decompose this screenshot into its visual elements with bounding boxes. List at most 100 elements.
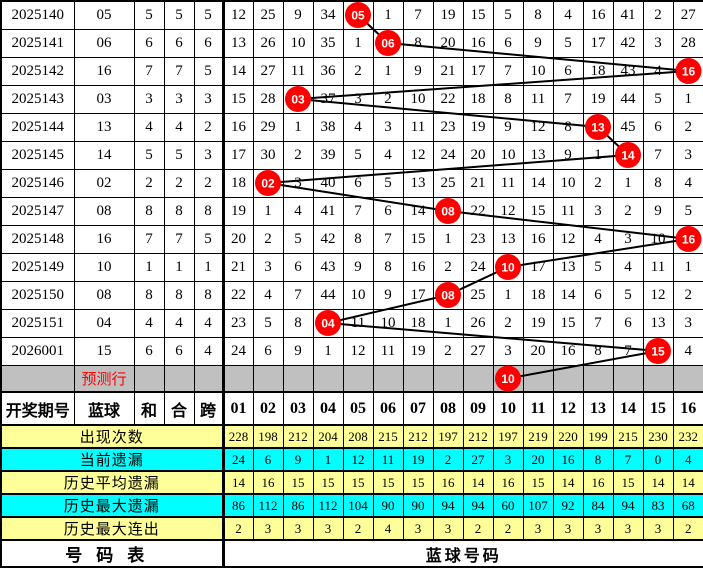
omission-cell: 10 bbox=[552, 168, 584, 198]
span-cell: 1 bbox=[193, 252, 224, 282]
omission-cell: 21 bbox=[432, 56, 464, 86]
prediction-span-cell bbox=[193, 364, 224, 393]
omission-cell: 9 bbox=[402, 56, 434, 86]
omission-cell: 36 bbox=[312, 56, 344, 86]
stats-value-cell: 104 bbox=[342, 493, 374, 518]
blue-ball-cell: 04 bbox=[73, 308, 135, 338]
sum-cell: 8 bbox=[133, 196, 165, 226]
period-cell: 2025141 bbox=[0, 28, 75, 58]
omission-cell: 42 bbox=[612, 28, 644, 58]
sum-cell: 5 bbox=[133, 0, 165, 30]
omission-cell: 2 bbox=[342, 56, 374, 86]
omission-cell: 1 bbox=[672, 252, 703, 282]
he-cell: 1 bbox=[163, 252, 195, 282]
omission-cell: 1 bbox=[372, 56, 404, 86]
stats-label: 历史平均遗漏 bbox=[0, 470, 224, 495]
span-cell: 4 bbox=[193, 308, 224, 338]
draw-row-2025143: 2025143 03 3 3 3 15 28 37 3 2 10 22 18 8 11 7 19 44 5 1 bbox=[0, 84, 703, 114]
stats-value-cell: 204 bbox=[312, 424, 344, 449]
omission-cell: 16 bbox=[402, 252, 434, 282]
omission-cell: 2 bbox=[372, 84, 404, 114]
omission-cell: 19 bbox=[432, 0, 464, 30]
sum-cell: 5 bbox=[133, 140, 165, 170]
omission-cell: 39 bbox=[312, 140, 344, 170]
omission-cell: 4 bbox=[672, 168, 703, 198]
stats-row: 历史最大连出 2 3 3 3 2 4 3 3 2 2 3 3 3 3 3 2 bbox=[0, 516, 703, 541]
span-cell: 8 bbox=[193, 280, 224, 310]
omission-cell: 12 bbox=[342, 336, 374, 366]
prediction-grid-cell bbox=[221, 364, 254, 393]
omission-cell: 6 bbox=[612, 308, 644, 338]
omission-cell: 9 bbox=[522, 28, 554, 58]
omission-cell: 21 bbox=[221, 252, 254, 282]
omission-cell: 7 bbox=[582, 308, 614, 338]
omission-cell: 9 bbox=[342, 252, 374, 282]
omission-cell: 6 bbox=[642, 112, 674, 142]
period-cell: 2026001 bbox=[0, 336, 75, 366]
ball-column-header: 03 bbox=[282, 391, 314, 426]
omission-cell: 24 bbox=[221, 336, 254, 366]
stats-value-cell: 86 bbox=[221, 493, 254, 518]
omission-cell: 9 bbox=[642, 196, 674, 226]
prediction-row: 预测行 bbox=[0, 364, 703, 393]
stats-value-cell: 94 bbox=[612, 493, 644, 518]
sum-cell: 4 bbox=[133, 112, 165, 142]
omission-cell: 2 bbox=[582, 168, 614, 198]
omission-cell: 1 bbox=[492, 280, 524, 310]
omission-cell bbox=[612, 140, 644, 170]
omission-cell: 23 bbox=[462, 224, 494, 254]
draw-row-2025147: 2025147 08 8 8 8 19 1 4 41 7 6 14 22 12 15 11 3 2 9 5 bbox=[0, 196, 703, 226]
stats-value-cell: 83 bbox=[642, 493, 674, 518]
stats-value-cell: 2 bbox=[342, 516, 374, 541]
omission-cell: 19 bbox=[402, 336, 434, 366]
prediction-grid-cell bbox=[432, 364, 464, 393]
stats-label: 历史最大连出 bbox=[0, 516, 224, 541]
stats-value-cell: 2 bbox=[462, 516, 494, 541]
omission-cell: 43 bbox=[612, 56, 644, 86]
omission-cell: 34 bbox=[312, 0, 344, 30]
stats-value-cell: 3 bbox=[552, 516, 584, 541]
stats-value-cell: 4 bbox=[372, 516, 404, 541]
omission-cell: 38 bbox=[312, 112, 344, 142]
stats-value-cell: 7 bbox=[612, 447, 644, 472]
omission-cell: 4 bbox=[252, 280, 284, 310]
omission-cell: 15 bbox=[221, 84, 254, 114]
ball-column-header: 13 bbox=[582, 391, 614, 426]
sum-cell: 8 bbox=[133, 280, 165, 310]
he-cell: 5 bbox=[163, 0, 195, 30]
period-cell: 2025151 bbox=[0, 308, 75, 338]
omission-cell: 3 bbox=[612, 224, 644, 254]
omission-cell: 5 bbox=[552, 28, 584, 58]
period-cell: 2025144 bbox=[0, 112, 75, 142]
stats-value-cell: 3 bbox=[642, 516, 674, 541]
stats-value-cell: 112 bbox=[252, 493, 284, 518]
omission-cell: 11 bbox=[552, 196, 584, 226]
omission-cell: 9 bbox=[492, 112, 524, 142]
omission-cell: 10 bbox=[402, 84, 434, 114]
sum-column-header: 和 bbox=[133, 391, 165, 426]
blue-ball-cell: 14 bbox=[73, 140, 135, 170]
period-cell: 2025146 bbox=[0, 168, 75, 198]
omission-cell: 15 bbox=[522, 196, 554, 226]
omission-cell: 25 bbox=[432, 168, 464, 198]
period-column-header: 开奖期号 bbox=[0, 391, 75, 426]
omission-cell: 9 bbox=[282, 0, 314, 30]
omission-cell bbox=[312, 308, 344, 338]
prediction-grid-cell bbox=[462, 364, 494, 393]
omission-cell: 14 bbox=[402, 196, 434, 226]
ball-column-header: 07 bbox=[402, 391, 434, 426]
omission-cell: 25 bbox=[252, 0, 284, 30]
stats-value-cell: 16 bbox=[582, 470, 614, 495]
stats-value-cell: 15 bbox=[372, 470, 404, 495]
stats-value-cell: 197 bbox=[492, 424, 524, 449]
stats-value-cell: 84 bbox=[582, 493, 614, 518]
span-cell: 2 bbox=[193, 168, 224, 198]
omission-cell: 8 bbox=[282, 308, 314, 338]
sum-cell: 7 bbox=[133, 224, 165, 254]
omission-cell: 6 bbox=[282, 252, 314, 282]
stats-value-cell: 208 bbox=[342, 424, 374, 449]
stats-value-cell: 15 bbox=[402, 470, 434, 495]
omission-cell: 1 bbox=[672, 84, 703, 114]
stats-value-cell: 197 bbox=[432, 424, 464, 449]
stats-value-cell: 3 bbox=[582, 516, 614, 541]
